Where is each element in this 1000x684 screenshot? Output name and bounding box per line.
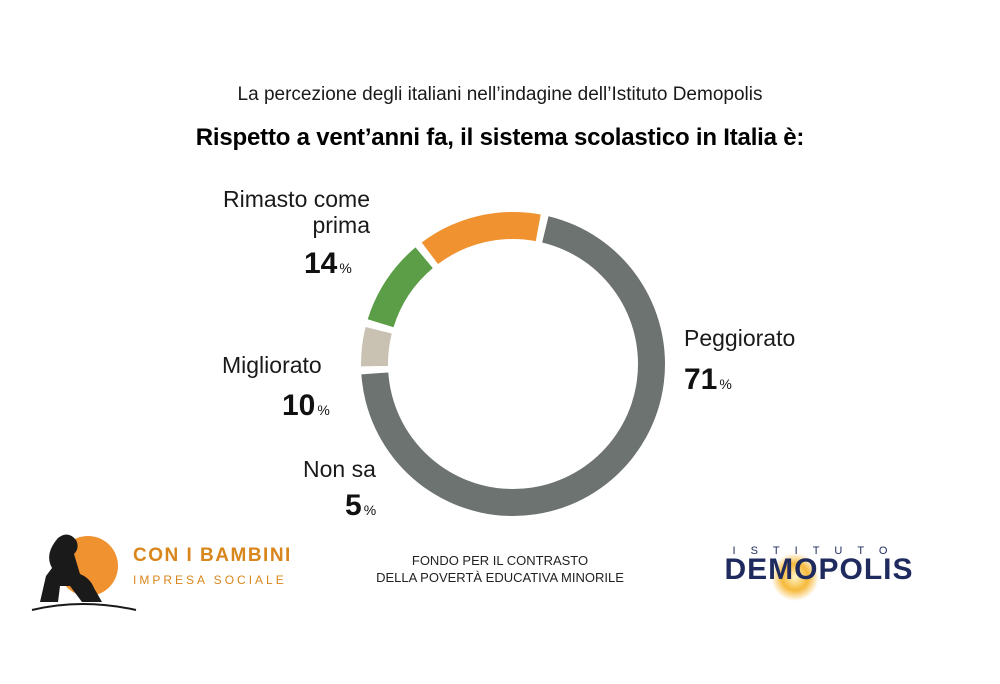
donut-slice-rimasto-come-prima	[421, 212, 541, 265]
value-rimasto: 14%	[304, 247, 352, 281]
label-non-sa: Non sa	[303, 456, 376, 482]
value-migliorato: 10%	[282, 389, 330, 423]
demopolis-sun-icon	[771, 553, 819, 601]
label-rimasto: Rimasto come prima	[170, 186, 370, 238]
footer-line1: FONDO PER IL CONTRASTO	[411, 553, 589, 568]
label-migliorato: Migliorato	[222, 352, 322, 378]
value-migliorato-number: 10	[282, 389, 316, 422]
con-i-bambini-name: CON I BAMBINI	[133, 545, 292, 566]
value-non-sa: 5%	[345, 489, 376, 523]
donut-slice-migliorato	[367, 247, 433, 328]
value-non-sa-number: 5	[345, 489, 362, 522]
demopolis-istituto: ISTITUTO	[732, 545, 903, 557]
value-rimasto-number: 14	[304, 247, 338, 280]
value-rimasto-unit: %	[339, 260, 352, 276]
label-rimasto-line2: prima	[312, 212, 370, 238]
con-i-bambini-logo	[31, 534, 137, 611]
subtitle: La percezione degli italiani nell’indagi…	[237, 84, 763, 105]
footer-fund-text: FONDO PER IL CONTRASTO DELLA POVERTÀ EDU…	[330, 552, 670, 586]
label-rimasto-line1: Rimasto come	[223, 186, 370, 212]
value-peggiorato-number: 71	[684, 363, 718, 396]
demopolis-name: DEMOPOLIS	[724, 553, 914, 586]
value-peggiorato-unit: %	[719, 376, 732, 392]
footer-line2: DELLA POVERTÀ EDUCATIVA MINORILE	[376, 570, 624, 585]
value-peggiorato: 71%	[684, 363, 732, 397]
chart-title: Rispetto a vent’anni fa, il sistema scol…	[195, 124, 805, 151]
donut-slice-non-sa	[361, 326, 392, 367]
value-migliorato-unit: %	[317, 402, 330, 418]
label-peggiorato: Peggiorato	[684, 325, 796, 351]
value-non-sa-unit: %	[363, 502, 377, 518]
con-i-bambini-subtitle: IMPRESA SOCIALE	[133, 573, 287, 587]
